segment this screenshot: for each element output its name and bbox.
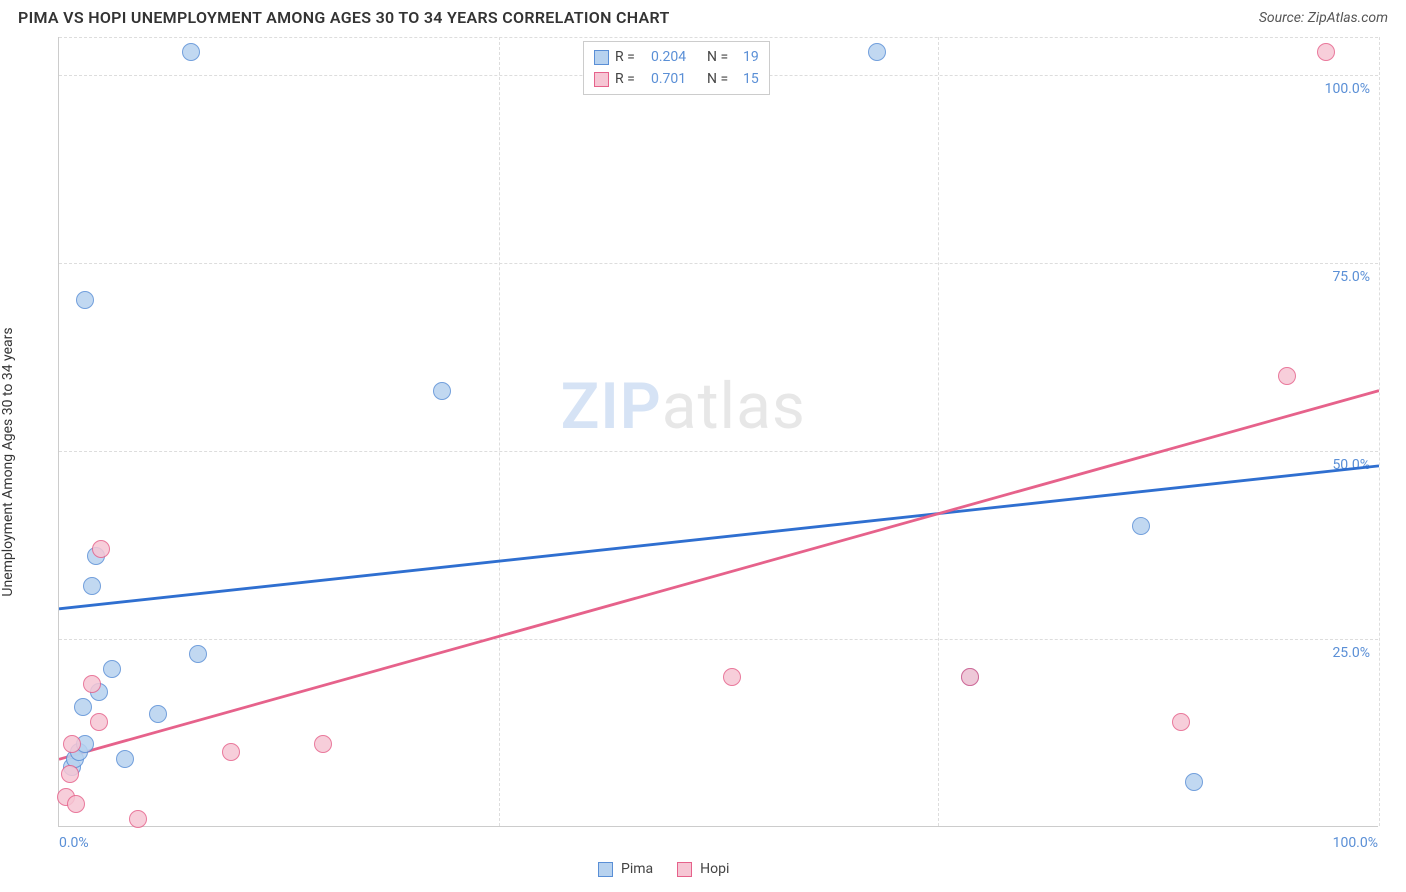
- y-axis-label: Unemployment Among Ages 30 to 34 years: [0, 327, 16, 596]
- chart-title: PIMA VS HOPI UNEMPLOYMENT AMONG AGES 30 …: [18, 8, 670, 27]
- scatter-point: [61, 765, 79, 783]
- scatter-point: [116, 750, 134, 768]
- chart-header: PIMA VS HOPI UNEMPLOYMENT AMONG AGES 30 …: [0, 0, 1406, 33]
- scatter-point: [961, 668, 979, 686]
- scatter-point: [1132, 517, 1150, 535]
- scatter-point: [92, 540, 110, 558]
- legend-swatch: [598, 862, 613, 877]
- scatter-point: [83, 675, 101, 693]
- y-tick-label: 75.0%: [1332, 269, 1370, 285]
- scatter-point: [76, 291, 94, 309]
- series-legend: Pima Hopi: [598, 861, 729, 877]
- scatter-point: [1317, 43, 1335, 61]
- scatter-point: [1172, 713, 1190, 731]
- legend-series-name: Hopi: [700, 861, 729, 877]
- watermark-atlas: atlas: [662, 369, 806, 444]
- scatter-point: [63, 735, 81, 753]
- scatter-point: [314, 735, 332, 753]
- legend-swatch: [594, 50, 609, 65]
- scatter-point: [222, 743, 240, 761]
- scatter-point: [433, 382, 451, 400]
- scatter-point: [723, 668, 741, 686]
- legend-series-name: Pima: [621, 861, 653, 877]
- y-tick-label: 25.0%: [1332, 645, 1370, 661]
- source-label: Source: ZipAtlas.com: [1259, 10, 1388, 26]
- gridline-vertical: [499, 37, 500, 826]
- gridline-horizontal: [59, 37, 1378, 38]
- legend-r-label: R =: [615, 71, 645, 87]
- scatter-point: [182, 43, 200, 61]
- scatter-point: [1278, 367, 1296, 385]
- trend-lines: [59, 37, 1379, 827]
- x-tick-label: 100.0%: [1333, 835, 1378, 851]
- y-tick-label: 100.0%: [1325, 81, 1370, 97]
- plot-area: ZIPatlas 25.0%50.0%75.0%100.0%0.0%100.0%: [58, 37, 1378, 827]
- legend-n-label: N =: [707, 71, 737, 87]
- scatter-point: [129, 810, 147, 828]
- legend-swatch: [594, 72, 609, 87]
- legend-n-value: 19: [743, 49, 759, 65]
- legend-n-label: N =: [707, 49, 737, 65]
- legend-n-value: 15: [743, 71, 759, 87]
- y-tick-label: 50.0%: [1332, 457, 1370, 473]
- trend-line: [59, 466, 1379, 609]
- legend-row: R = 0.204 N = 19: [594, 46, 759, 68]
- legend-r-value: 0.701: [651, 71, 701, 87]
- scatter-point: [83, 577, 101, 595]
- legend-r-label: R =: [615, 49, 645, 65]
- correlation-legend: R = 0.204 N = 19 R = 0.701 N = 15: [583, 41, 770, 95]
- legend-item: Pima: [598, 861, 653, 877]
- scatter-point: [67, 795, 85, 813]
- chart-area: Unemployment Among Ages 30 to 34 years Z…: [18, 37, 1378, 887]
- legend-row: R = 0.701 N = 15: [594, 68, 759, 90]
- gridline-horizontal: [59, 263, 1378, 264]
- gridline-vertical: [938, 37, 939, 826]
- watermark-zip: ZIP: [561, 369, 662, 444]
- scatter-point: [868, 43, 886, 61]
- trend-line: [59, 391, 1379, 760]
- watermark: ZIPatlas: [561, 369, 806, 444]
- scatter-point: [149, 705, 167, 723]
- scatter-point: [74, 698, 92, 716]
- gridline-vertical: [1379, 37, 1380, 826]
- scatter-point: [90, 713, 108, 731]
- scatter-point: [189, 645, 207, 663]
- scatter-point: [1185, 773, 1203, 791]
- legend-r-value: 0.204: [651, 49, 701, 65]
- gridline-horizontal: [59, 451, 1378, 452]
- x-tick-label: 0.0%: [59, 835, 89, 851]
- scatter-point: [103, 660, 121, 678]
- gridline-horizontal: [59, 639, 1378, 640]
- legend-swatch: [677, 862, 692, 877]
- legend-item: Hopi: [677, 861, 729, 877]
